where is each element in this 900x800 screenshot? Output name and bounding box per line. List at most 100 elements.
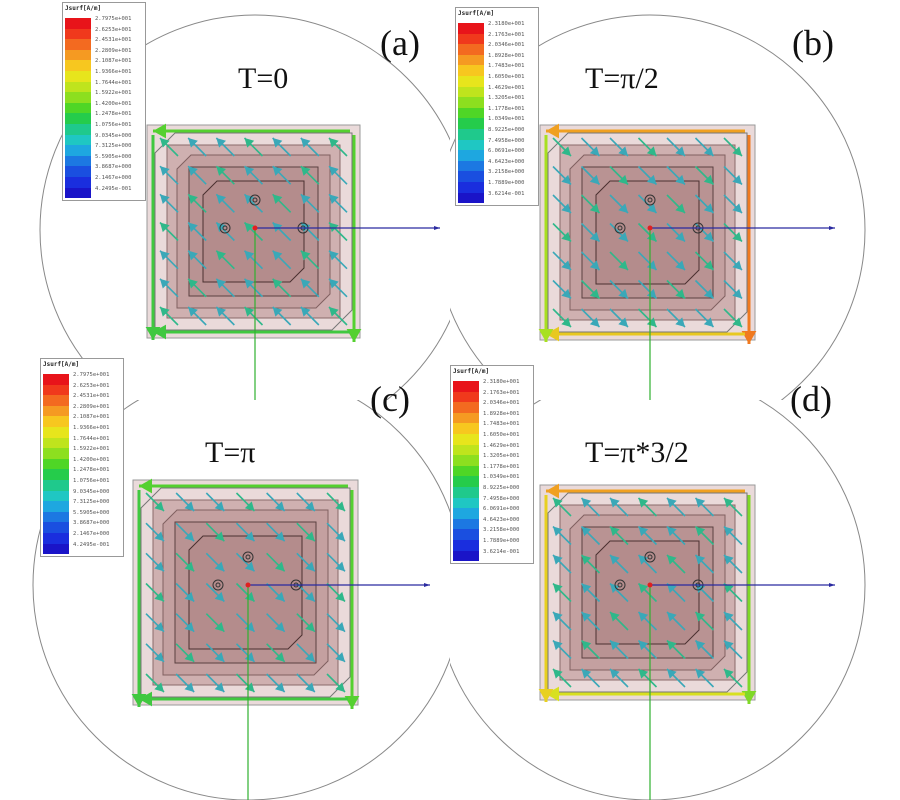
via-icon <box>242 551 254 563</box>
via-icon <box>212 579 224 591</box>
current-arrow <box>159 250 179 270</box>
current-arrow <box>243 165 264 185</box>
legend-value: 1.7889e+000 <box>488 179 525 186</box>
current-arrow <box>637 582 658 603</box>
current-arrow <box>296 582 316 603</box>
legend-value: 7.4958e+000 <box>488 137 525 144</box>
outer-ring <box>547 132 748 333</box>
current-arrow <box>243 306 264 326</box>
current-arrow <box>326 522 346 542</box>
panel-label: (c) <box>370 379 410 419</box>
current-arrow <box>666 222 686 243</box>
legend-value: 9.0345e+000 <box>95 132 132 139</box>
current-arrow <box>272 221 292 242</box>
legend-value: 1.9366e+001 <box>95 68 132 75</box>
current-arrow <box>637 497 658 517</box>
panel-d <box>450 400 900 800</box>
legend-value: 1.8928e+001 <box>488 52 525 59</box>
current-arrow <box>300 250 320 270</box>
via-icon <box>614 222 626 234</box>
edge-current-arrow <box>346 135 362 342</box>
legend-value: 1.0349e+001 <box>483 474 520 481</box>
current-arrow <box>296 643 316 663</box>
legend-value: 1.4629e+001 <box>488 84 525 91</box>
legend-value: 2.0346e+001 <box>488 42 525 49</box>
boundary-circle <box>450 14 866 400</box>
current-arrow <box>666 497 686 517</box>
current-arrow <box>609 308 629 328</box>
current-distribution-plot <box>32 400 450 800</box>
current-arrow <box>723 525 743 546</box>
current-arrow <box>694 497 715 517</box>
legend-value: 8.9225e+000 <box>488 126 525 133</box>
edge-current-arrow <box>131 490 147 707</box>
legend-value: 2.4531e+001 <box>95 37 132 44</box>
legend-value: 1.4629e+001 <box>483 442 520 449</box>
current-arrow <box>580 611 601 631</box>
current-arrow <box>145 582 165 603</box>
current-arrow <box>580 668 601 688</box>
legend-value: 4.2495e-001 <box>95 185 132 192</box>
current-arrow <box>266 643 286 663</box>
current-arrow <box>580 497 601 517</box>
current-arrow <box>694 251 715 271</box>
current-arrow <box>723 497 743 517</box>
current-arrow <box>637 639 658 660</box>
legend-value: 4.6423e+000 <box>488 158 525 165</box>
legend-value: 2.1087e+001 <box>95 58 132 65</box>
legend-value: 1.0756e+001 <box>73 477 110 484</box>
legend-value: 1.5922e+001 <box>95 90 132 97</box>
legend-value: 4.2495e-001 <box>73 541 110 548</box>
current-arrow <box>272 250 292 270</box>
legend-value: 1.7483e+001 <box>488 63 525 70</box>
current-arrow <box>175 582 195 603</box>
current-arrow <box>187 221 207 242</box>
legend-value: 3.6214e-001 <box>488 190 525 197</box>
current-arrow <box>272 193 292 213</box>
legend-value: 3.8687e+000 <box>73 520 110 527</box>
current-arrow <box>723 279 743 300</box>
current-arrow <box>326 552 346 572</box>
current-arrow <box>552 611 572 631</box>
current-arrow <box>609 279 629 300</box>
current-arrow <box>300 137 320 157</box>
legend-value: 1.7644e+001 <box>73 435 110 442</box>
current-arrow <box>609 611 629 631</box>
current-arrow <box>205 643 225 663</box>
panel-b <box>450 0 900 400</box>
current-arrow <box>215 193 235 213</box>
current-arrow <box>266 613 286 633</box>
legend-title: Jsurf[A/m] <box>458 10 495 17</box>
current-arrow <box>609 582 629 603</box>
current-arrow <box>205 582 225 603</box>
current-arrow <box>328 137 348 157</box>
color-legend: Jsurf[A/m] 2.7975e+001 2.6253e+001 2.4531e+… <box>62 2 146 202</box>
legend-value: 2.2809e+001 <box>95 47 132 54</box>
current-arrow <box>666 165 686 186</box>
current-arrow <box>694 308 715 328</box>
current-distribution-plot <box>450 400 866 800</box>
legend-value: 9.0345e+000 <box>73 488 110 495</box>
current-arrow <box>205 552 225 572</box>
legend-value: 7.3125e+000 <box>95 143 132 150</box>
current-arrow <box>723 668 743 688</box>
current-arrow <box>300 306 320 326</box>
current-arrow <box>723 611 743 631</box>
current-arrow <box>326 492 346 512</box>
current-arrow <box>694 137 715 157</box>
legend-value: 2.7975e+001 <box>95 16 132 22</box>
legend-value: 3.8687e+000 <box>95 164 132 171</box>
legend-value: 1.9366e+001 <box>73 424 110 431</box>
current-arrow <box>215 165 235 185</box>
current-distribution-plot <box>450 14 866 400</box>
edge-current-arrow <box>741 495 757 704</box>
legend-colorbar <box>43 374 69 555</box>
current-arrow <box>580 137 601 157</box>
legend-value: 7.3125e+000 <box>73 499 110 506</box>
current-arrow <box>723 554 743 574</box>
current-arrow <box>666 668 686 688</box>
current-arrow <box>609 639 629 660</box>
via-icon <box>249 194 261 206</box>
legend-value: 1.1778e+001 <box>483 463 520 470</box>
current-arrow <box>637 611 658 631</box>
